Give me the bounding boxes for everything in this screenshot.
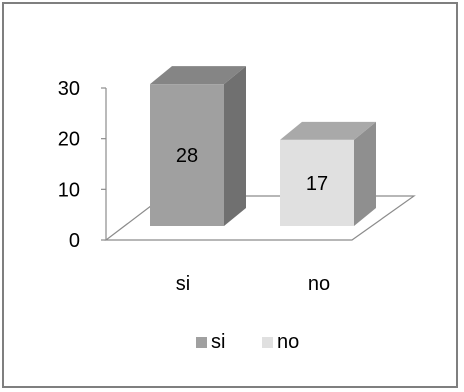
- bar-side: [354, 121, 376, 226]
- bar-front: [280, 139, 354, 226]
- bar-top: [280, 121, 376, 140]
- y-tick-label: 30: [58, 78, 80, 100]
- y-tick-label: 20: [58, 129, 80, 151]
- data-label-no: 17: [306, 173, 328, 195]
- category-label-no: no: [308, 273, 330, 295]
- bar-no: [280, 121, 376, 226]
- bar-si: [150, 66, 246, 226]
- labels: 28 si 17 no: [176, 145, 330, 295]
- legend-swatch-no: [262, 337, 273, 348]
- data-label-si: 28: [176, 145, 198, 167]
- category-label-si: si: [176, 273, 190, 295]
- bar-front: [150, 84, 224, 226]
- y-tick-label: 0: [69, 230, 80, 252]
- bar-top: [150, 66, 246, 85]
- legend-swatch-si: [196, 337, 207, 348]
- bar-side: [224, 66, 246, 226]
- y-axis: 0 10 20 30: [58, 78, 107, 252]
- legend-label-si: si: [211, 331, 225, 353]
- y-tick-label: 10: [58, 179, 80, 201]
- legend: si no: [196, 331, 299, 353]
- legend-label-no: no: [277, 331, 299, 353]
- bars: [150, 66, 376, 226]
